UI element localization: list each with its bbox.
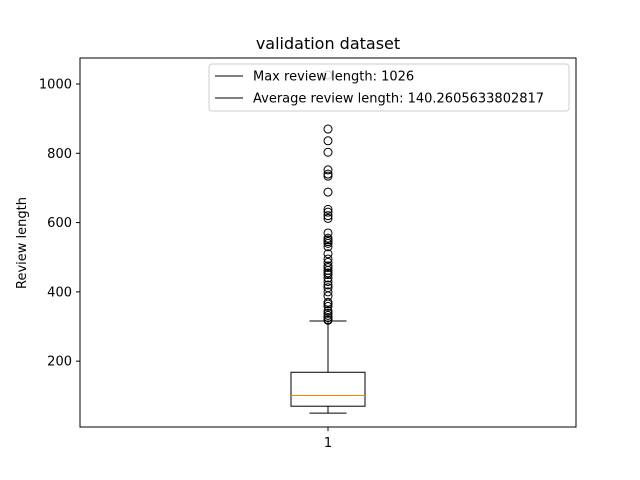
outlier-point	[323, 263, 333, 273]
outlier-point	[323, 207, 333, 217]
outlier-point	[323, 242, 333, 252]
y-tick-label: 400	[47, 285, 72, 300]
outlier-point	[323, 124, 333, 134]
x-tick-label: 1	[324, 436, 332, 451]
outlier-point	[323, 238, 333, 248]
x-axis-ticks: 1	[324, 427, 332, 451]
y-axis-ticks: 200 400 600 800 1000	[39, 77, 80, 370]
outlier-point	[323, 171, 333, 181]
outlier-point	[323, 287, 333, 297]
outlier-point	[323, 280, 333, 290]
box-group	[290, 70, 366, 414]
y-tick-label: 1000	[39, 77, 72, 92]
outlier-point	[323, 204, 333, 214]
outlier-point	[323, 136, 333, 146]
y-tick-label: 200	[47, 355, 72, 370]
y-axis-label: Review length	[15, 197, 30, 289]
outlier-point	[323, 310, 333, 320]
outlier-point	[323, 270, 333, 280]
outlier-point	[323, 313, 333, 323]
outlier-point	[323, 213, 333, 223]
outlier-point	[323, 301, 333, 311]
outlier-point	[323, 299, 333, 309]
legend-label: Average review length: 140.2605633802817	[253, 92, 544, 107]
legend: Max review length: 1026 Average review le…	[208, 63, 570, 112]
outlier-point	[323, 165, 333, 175]
outlier-point	[323, 254, 333, 264]
legend-box	[208, 63, 570, 112]
outlier-point	[323, 308, 333, 318]
outlier-point	[323, 306, 333, 316]
y-tick-label: 600	[47, 216, 72, 231]
outlier-point	[323, 187, 333, 197]
outlier-point	[323, 273, 333, 283]
legend-label: Max review length: 1026	[253, 70, 414, 85]
outlier-point	[323, 147, 333, 157]
outlier-point	[323, 276, 333, 286]
outlier-point	[323, 169, 333, 179]
outlier-point	[323, 228, 333, 238]
outlier-point	[323, 249, 333, 259]
chart-title: validation dataset	[256, 34, 400, 53]
outlier-point	[323, 315, 333, 325]
y-tick-label: 800	[47, 147, 72, 162]
box-iqr	[290, 371, 366, 407]
outlier-point	[323, 211, 333, 221]
